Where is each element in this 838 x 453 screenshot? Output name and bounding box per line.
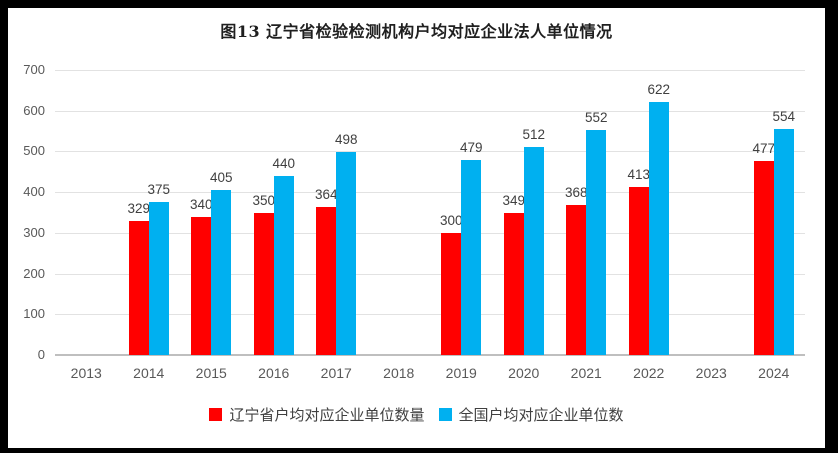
bar-value-label: 413 xyxy=(627,166,651,182)
x-tick-label: 2018 xyxy=(383,365,415,381)
legend-swatch-blue xyxy=(438,408,452,421)
gridline xyxy=(55,232,805,234)
chart-frame: 图13 辽宁省检验检测机构户均对应企业法人单位情况 辽宁省户均对应企业单位数量 … xyxy=(8,8,825,448)
bar-liaoning-2020 xyxy=(503,212,524,355)
x-tick-label: 2013 xyxy=(70,365,102,381)
y-tick-label: 300 xyxy=(23,224,45,240)
legend-item-national: 全国户均对应企业单位数 xyxy=(438,404,624,425)
bar-liaoning-2015 xyxy=(191,216,212,355)
x-tick-label: 2016 xyxy=(258,365,290,381)
bar-value-label: 479 xyxy=(459,139,483,155)
bar-national-2016 xyxy=(273,175,294,355)
x-tick-label: 2017 xyxy=(320,365,352,381)
bar-liaoning-2014 xyxy=(128,221,149,355)
bar-value-label: 552 xyxy=(584,110,608,126)
bar-national-2022 xyxy=(648,101,669,355)
bar-value-label: 350 xyxy=(252,192,276,208)
bar-value-label: 368 xyxy=(564,185,588,201)
bar-value-label: 300 xyxy=(439,212,463,228)
bar-national-2017 xyxy=(336,152,357,355)
bar-national-2015 xyxy=(211,190,232,355)
gridline xyxy=(55,314,805,316)
bar-value-label: 364 xyxy=(314,186,338,202)
bar-value-label: 349 xyxy=(502,192,526,208)
x-axis-line xyxy=(55,354,805,356)
y-tick-label: 200 xyxy=(23,265,45,281)
x-tick-label: 2021 xyxy=(570,365,602,381)
bar-value-label: 440 xyxy=(272,155,296,171)
x-tick-label: 2020 xyxy=(508,365,540,381)
y-tick-label: 400 xyxy=(23,184,45,200)
y-tick-label: 500 xyxy=(23,143,45,159)
gridline xyxy=(55,151,805,153)
y-tick-label: 0 xyxy=(37,347,45,362)
bar-value-label: 405 xyxy=(209,170,233,186)
legend: 辽宁省户均对应企业单位数量 全国户均对应企业单位数 xyxy=(8,404,825,425)
bar-national-2019 xyxy=(461,159,482,355)
bar-value-label: 622 xyxy=(647,81,671,97)
legend-swatch-red xyxy=(209,408,223,421)
bar-value-label: 512 xyxy=(522,126,546,142)
gridline xyxy=(55,110,805,112)
gridline xyxy=(55,70,805,71)
x-tick-label: 2023 xyxy=(695,365,727,381)
bar-value-label: 554 xyxy=(772,109,796,125)
bar-value-label: 375 xyxy=(147,182,171,198)
bar-value-label: 477 xyxy=(752,140,776,156)
x-tick-label: 2024 xyxy=(758,365,790,381)
gridline xyxy=(55,273,805,275)
legend-label-liaoning: 辽宁省户均对应企业单位数量 xyxy=(229,407,425,424)
x-tick-label: 2019 xyxy=(445,365,477,381)
bar-national-2014 xyxy=(148,202,169,355)
x-tick-label: 2014 xyxy=(133,365,165,381)
bar-value-label: 498 xyxy=(334,132,358,148)
bar-value-label: 340 xyxy=(189,196,213,212)
bar-liaoning-2016 xyxy=(253,212,274,355)
bar-liaoning-2021 xyxy=(566,205,587,355)
x-tick-label: 2015 xyxy=(195,365,227,381)
bar-national-2021 xyxy=(586,130,607,355)
y-tick-label: 700 xyxy=(23,62,45,77)
bar-national-2024 xyxy=(773,129,794,355)
y-tick-label: 600 xyxy=(23,102,45,118)
bar-liaoning-2017 xyxy=(316,206,337,355)
bar-liaoning-2024 xyxy=(753,160,774,355)
chart-title: 图13 辽宁省检验检测机构户均对应企业法人单位情况 xyxy=(220,22,613,41)
gridline xyxy=(55,192,805,194)
bar-value-label: 329 xyxy=(127,201,151,217)
x-tick-label: 2022 xyxy=(633,365,665,381)
legend-label-national: 全国户均对应企业单位数 xyxy=(458,407,624,424)
bar-national-2020 xyxy=(523,146,544,355)
bar-liaoning-2019 xyxy=(441,232,462,355)
bar-liaoning-2022 xyxy=(628,186,649,355)
y-tick-label: 100 xyxy=(23,306,45,322)
legend-item-liaoning: 辽宁省户均对应企业单位数量 xyxy=(209,404,425,425)
